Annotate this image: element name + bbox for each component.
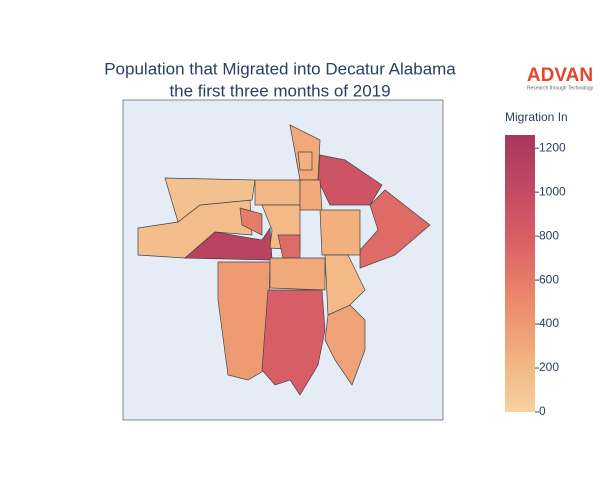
region (269, 257, 326, 291)
colorbar-tick-label: 0 (539, 404, 546, 418)
colorbar-tick-label: 1200 (539, 140, 566, 154)
region (299, 179, 323, 211)
region (164, 177, 256, 223)
region (324, 254, 366, 316)
logo-name: ADVAN (527, 65, 593, 86)
colorbar-tick-label: 200 (539, 360, 559, 374)
colorbar-tick-label: 600 (539, 272, 559, 286)
region (254, 179, 301, 206)
region (324, 304, 366, 386)
logo-tagline: Research through Technology (527, 85, 594, 91)
region (184, 226, 273, 261)
colorbar-tick-label: 800 (539, 228, 559, 242)
region (297, 151, 313, 171)
regions (137, 124, 431, 396)
title-line: Population that Migrated into Decatur Al… (104, 59, 456, 78)
colorbar (505, 135, 535, 412)
region (261, 289, 326, 396)
colorbar-tick-label: 1000 (539, 184, 566, 198)
region (319, 209, 361, 256)
region (359, 189, 431, 269)
title-line: the first three months of 2019 (169, 81, 390, 100)
colorbar-title: Migration In (505, 110, 568, 124)
colorbar-tick-label: 400 (539, 316, 559, 330)
region (239, 207, 263, 236)
